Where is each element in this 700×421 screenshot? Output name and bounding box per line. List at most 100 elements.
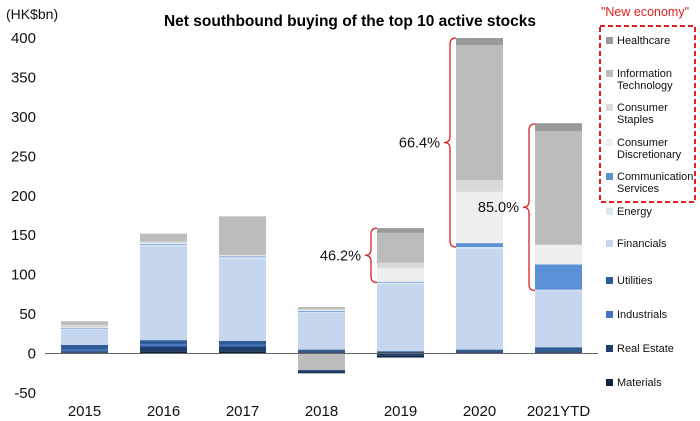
- annotation-bracket-2021ytd: 85.0%: [478, 123, 536, 292]
- legend-label-line: Financials: [617, 238, 667, 250]
- bar-group-2020: [456, 38, 503, 354]
- bar-segment-financials: [298, 312, 345, 350]
- legend-label-line: Services: [617, 183, 660, 195]
- x-tick-label: 2015: [68, 403, 101, 420]
- bar-segment-consumer-discretionary: [535, 244, 582, 265]
- bar-segment-energy: [61, 329, 108, 330]
- bar-segment-utilities: [61, 344, 108, 350]
- legend-label-line: Materials: [617, 377, 662, 389]
- x-tick-label: 2016: [147, 403, 180, 420]
- annotation-bracket-2019: 46.2%: [320, 227, 378, 284]
- legend-swatch: [606, 208, 613, 215]
- bar-segment-consumer-discretionary: [140, 243, 187, 244]
- legend-label-line: Consumer: [617, 137, 668, 149]
- bracket-line: [364, 227, 378, 284]
- legend-swatch: [606, 104, 613, 111]
- legend-label-line: Utilities: [617, 275, 653, 287]
- bar-segment-energy: [377, 282, 424, 285]
- bar-segment-negative-information-technology: [298, 353, 345, 371]
- legend-label: Information Technology: [617, 68, 673, 92]
- bar-segment-information-technology: [219, 216, 266, 255]
- bar-segment-communication-services: [456, 243, 503, 248]
- legend-label: Financials: [617, 238, 667, 250]
- bar-segment-communication-services: [535, 264, 582, 290]
- legend-swatch: [606, 240, 613, 247]
- legend-item-real-estate: Real Estate: [606, 343, 674, 355]
- legend-label-line: Technology: [617, 80, 673, 92]
- bar-segment-healthcare: [456, 38, 503, 46]
- bar-segment-communication-services: [377, 281, 424, 283]
- bar-segment-healthcare: [535, 123, 582, 132]
- annotation-label: 66.4%: [399, 136, 440, 152]
- bar-segment-consumer-staples: [61, 325, 108, 328]
- bar-segment-consumer-discretionary: [298, 310, 345, 311]
- bar-segment-real-estate: [219, 346, 266, 352]
- bar-group-2017: [219, 216, 266, 354]
- annotation-bracket-2020: 66.4%: [399, 37, 457, 248]
- bar-segment-communication-services: [298, 310, 345, 312]
- bar-segment-energy: [298, 311, 345, 313]
- bar-segment-information-technology: [535, 131, 582, 245]
- bar-segment-financials: [535, 290, 582, 348]
- legend-label-line: Discretionary: [617, 149, 682, 161]
- bar-segment-consumer-staples: [219, 254, 266, 256]
- bar-segment-consumer-discretionary: [61, 327, 108, 329]
- legend-swatch: [606, 311, 613, 318]
- bar-segment-real-estate: [456, 351, 503, 353]
- bar-segment-financials: [61, 329, 108, 345]
- bar-group-2016: [140, 233, 187, 354]
- legend-label-line: Real Estate: [617, 343, 674, 355]
- legend-label: Consumer Discretionary: [617, 137, 682, 161]
- bar-segment-information-technology: [140, 233, 187, 242]
- bar-group-2015: [61, 321, 108, 354]
- x-axis: 2015 2016 2017 2018 2019 2020 2021YTD: [45, 353, 598, 420]
- chart-title: Net southbound buying of the top 10 acti…: [164, 13, 536, 30]
- bar-group-2019: [377, 228, 424, 358]
- annotations: 46.2% 66.4% 85.0%: [320, 37, 536, 292]
- legend-swatch: [606, 37, 613, 44]
- y-axis: -50 0 50 100 150 200 250 300 350 400: [11, 30, 36, 402]
- bar-segment-communication-services: [219, 256, 266, 258]
- legend-item-materials: Materials: [606, 377, 662, 389]
- bar-segment-consumer-discretionary: [219, 255, 266, 257]
- bar-segment-utilities: [456, 349, 503, 352]
- legend-label: Materials: [617, 377, 662, 389]
- bar-segment-real-estate: [140, 346, 187, 352]
- bar-segment-real-estate: [61, 351, 108, 353]
- bar-segment-industrials: [61, 349, 108, 352]
- y-unit-label: (HK$bn): [6, 6, 58, 22]
- bar-segment-negative-materials: [377, 355, 424, 358]
- y-tick-label: 250: [11, 148, 36, 165]
- bar-segment-utilities: [140, 340, 187, 345]
- legend-label-line: Information: [617, 68, 672, 80]
- bar-segment-utilities: [535, 347, 582, 352]
- legend-label: Communication Services: [617, 171, 693, 195]
- x-tick-label: 2019: [384, 403, 417, 420]
- legend-swatch: [606, 277, 613, 284]
- bar-segment-utilities: [219, 340, 266, 345]
- bar-segment-financials: [219, 258, 266, 341]
- legend-label: Utilities: [617, 275, 653, 287]
- bar-segment-communication-services: [61, 328, 108, 330]
- legend-item-consumer-discretionary: Consumer Discretionary: [606, 137, 682, 161]
- y-tick-label: 300: [11, 109, 36, 126]
- bar-segment-communication-services: [140, 243, 187, 245]
- bar-segment-negative-materials: [298, 372, 345, 374]
- bar-segment-information-technology: [298, 307, 345, 310]
- bar-segment-financials: [140, 246, 187, 341]
- legend-item-financials: Financials: [606, 238, 667, 250]
- bar-segment-consumer-discretionary: [377, 268, 424, 282]
- bar-segment-energy: [535, 289, 582, 291]
- legend-item-consumer-staples: Consumer Staples: [606, 102, 668, 126]
- annotation-label: 85.0%: [478, 200, 519, 216]
- legend-item-healthcare: Healthcare: [606, 35, 670, 47]
- legend-item-communication-services: Communication Services: [606, 171, 693, 195]
- bar-segment-consumer-staples: [140, 241, 187, 244]
- bar-segment-utilities: [377, 351, 424, 352]
- annotation-label: 46.2%: [320, 248, 361, 264]
- bar-segment-real-estate: [377, 351, 424, 353]
- bar-segment-healthcare: [377, 228, 424, 233]
- legend: "New economy" Healthcare Information Techn…: [599, 5, 696, 389]
- legend-label-line: Communication: [617, 171, 693, 183]
- x-tick-label: 2018: [305, 403, 338, 420]
